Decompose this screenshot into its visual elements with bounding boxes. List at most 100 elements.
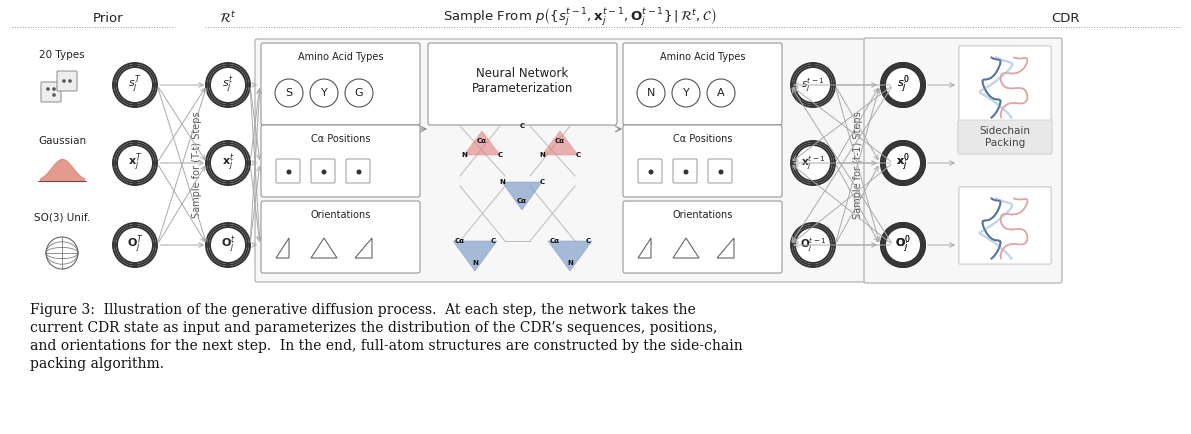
FancyBboxPatch shape	[959, 187, 1050, 264]
FancyBboxPatch shape	[707, 159, 732, 183]
Circle shape	[885, 145, 921, 181]
Circle shape	[356, 170, 362, 174]
FancyBboxPatch shape	[959, 46, 1050, 123]
Text: N: N	[567, 260, 573, 266]
Text: C: C	[586, 238, 591, 244]
Circle shape	[796, 145, 831, 181]
Text: $\mathbf{O}_j^{t-1}$: $\mathbf{O}_j^{t-1}$	[799, 236, 827, 254]
Text: $\mathbf{O}_j^t$: $\mathbf{O}_j^t$	[220, 234, 236, 256]
Circle shape	[672, 79, 700, 107]
Circle shape	[885, 227, 921, 263]
Text: packing algorithm.: packing algorithm.	[30, 357, 164, 371]
FancyBboxPatch shape	[959, 46, 1050, 123]
Text: $\mathbf{x}_j^0$: $\mathbf{x}_j^0$	[896, 152, 910, 174]
Text: Neural Network
Parameterization: Neural Network Parameterization	[472, 67, 573, 95]
Text: Cα Positions: Cα Positions	[311, 134, 370, 144]
Text: Sample From $p\left(\{s_j^{t-1},\mathbf{x}_j^{t-1},\mathbf{O}_j^{t-1}\}\,|\,\mat: Sample From $p\left(\{s_j^{t-1},\mathbf{…	[443, 7, 717, 29]
Text: 20 Types: 20 Types	[39, 50, 85, 60]
Circle shape	[52, 87, 56, 91]
Circle shape	[210, 227, 247, 263]
Text: $\mathbf{O}_j^T$: $\mathbf{O}_j^T$	[126, 234, 143, 256]
FancyBboxPatch shape	[863, 38, 1062, 283]
FancyBboxPatch shape	[255, 39, 897, 282]
FancyBboxPatch shape	[276, 159, 300, 183]
Text: Y: Y	[682, 88, 690, 98]
Text: S: S	[286, 88, 293, 98]
Circle shape	[885, 67, 921, 103]
Text: CDR: CDR	[1050, 11, 1079, 24]
FancyBboxPatch shape	[428, 43, 617, 125]
FancyBboxPatch shape	[673, 159, 697, 183]
Circle shape	[287, 170, 292, 174]
Text: G: G	[355, 88, 363, 98]
Text: $\mathbf{x}_j^t$: $\mathbf{x}_j^t$	[222, 152, 235, 174]
Text: Cα: Cα	[478, 138, 487, 144]
Circle shape	[310, 79, 338, 107]
Circle shape	[117, 67, 152, 103]
FancyBboxPatch shape	[623, 43, 782, 125]
Text: Orientations: Orientations	[311, 210, 370, 220]
Text: $s_j^{t-1}$: $s_j^{t-1}$	[802, 76, 825, 94]
Text: Cα: Cα	[555, 138, 565, 144]
Text: $\mathbf{x}_j^{t-1}$: $\mathbf{x}_j^{t-1}$	[800, 155, 825, 172]
Circle shape	[210, 67, 247, 103]
Text: Sample for (T-t) Steps: Sample for (T-t) Steps	[192, 112, 202, 218]
Text: Y: Y	[320, 88, 328, 98]
Text: $s_j^t$: $s_j^t$	[223, 74, 233, 95]
FancyBboxPatch shape	[958, 120, 1052, 154]
Text: N: N	[472, 260, 478, 266]
Text: Sidechain
Packing: Sidechain Packing	[979, 126, 1030, 148]
Text: N: N	[499, 179, 505, 185]
Text: Cα: Cα	[550, 238, 560, 244]
FancyBboxPatch shape	[623, 201, 782, 273]
FancyBboxPatch shape	[623, 125, 782, 197]
Text: C: C	[575, 152, 580, 158]
Text: $s_j^0$: $s_j^0$	[897, 74, 910, 96]
Text: $s_j^T$: $s_j^T$	[129, 74, 142, 96]
FancyBboxPatch shape	[261, 125, 420, 197]
Circle shape	[707, 79, 735, 107]
Text: $s_j^0$: $s_j^0$	[897, 74, 910, 96]
Circle shape	[46, 87, 50, 91]
Circle shape	[796, 227, 831, 263]
Polygon shape	[464, 131, 500, 155]
Circle shape	[718, 170, 723, 174]
Circle shape	[68, 79, 71, 83]
Text: Sidechain
Packing: Sidechain Packing	[979, 126, 1030, 148]
Text: C: C	[519, 123, 524, 129]
Circle shape	[345, 79, 373, 107]
Circle shape	[796, 67, 831, 103]
Circle shape	[275, 79, 303, 107]
Circle shape	[885, 227, 921, 263]
Text: Amino Acid Types: Amino Acid Types	[298, 52, 384, 62]
Polygon shape	[501, 182, 542, 210]
Circle shape	[322, 170, 326, 174]
FancyBboxPatch shape	[347, 159, 370, 183]
Circle shape	[62, 79, 66, 83]
Text: and orientations for the next step.  In the end, full-atom structures are constr: and orientations for the next step. In t…	[30, 339, 743, 353]
Text: Amino Acid Types: Amino Acid Types	[660, 52, 746, 62]
Circle shape	[885, 67, 921, 103]
Text: Sample for (t-1) Steps: Sample for (t-1) Steps	[853, 111, 863, 219]
Text: N: N	[461, 152, 467, 158]
Polygon shape	[548, 241, 592, 271]
FancyBboxPatch shape	[57, 71, 77, 91]
Text: Cα: Cα	[517, 198, 526, 204]
Circle shape	[885, 145, 921, 181]
Circle shape	[649, 170, 654, 174]
Text: N: N	[647, 88, 655, 98]
Text: C: C	[540, 179, 544, 185]
Text: A: A	[717, 88, 725, 98]
Text: Gaussian: Gaussian	[38, 136, 86, 146]
Polygon shape	[453, 241, 497, 271]
Text: current CDR state as input and parameterizes the distribution of the CDR’s seque: current CDR state as input and parameter…	[30, 321, 717, 335]
Circle shape	[117, 227, 152, 263]
FancyBboxPatch shape	[261, 43, 420, 125]
Text: $\mathbf{O}_j^0$: $\mathbf{O}_j^0$	[894, 234, 911, 256]
Text: N: N	[540, 152, 545, 158]
FancyBboxPatch shape	[311, 159, 335, 183]
Text: $\mathbf{O}_j^0$: $\mathbf{O}_j^0$	[894, 234, 911, 256]
Text: SO(3) Unif.: SO(3) Unif.	[33, 212, 91, 222]
FancyBboxPatch shape	[261, 201, 420, 273]
FancyBboxPatch shape	[958, 120, 1052, 154]
